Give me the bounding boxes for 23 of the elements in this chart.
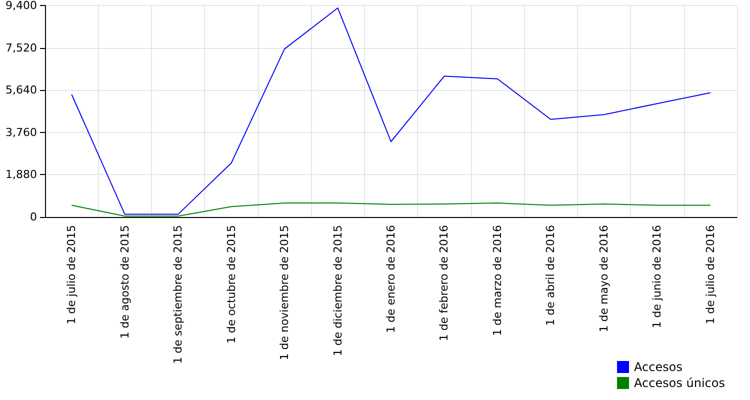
x-tick-label: 1 de agosto de 2015	[118, 225, 132, 339]
line-series	[71, 7, 711, 215]
y-tick-label: 0	[30, 210, 37, 224]
y-tick-label: 1,880	[6, 168, 37, 182]
x-tick-label: 1 de diciembre de 2015	[331, 225, 344, 356]
legend-label: Accesos	[634, 360, 682, 374]
x-tick-label: 1 de abril de 2016	[544, 225, 558, 326]
y-tick-label: 7,520	[6, 41, 37, 54]
y-tick-label: 5,640	[6, 84, 37, 97]
x-tick-label: 1 de julio de 2015	[65, 225, 78, 324]
x-tick-label: 1 de noviembre de 2015	[278, 225, 292, 360]
line-series	[71, 202, 711, 217]
x-tick-label: 1 de julio de 2016	[704, 225, 717, 324]
y-tick-label: 3,760	[6, 126, 37, 139]
x-tick-label: 1 de mayo de 2016	[597, 225, 610, 332]
legend-label: Accesos únicos	[634, 376, 726, 390]
x-tick-label: 1 de marzo de 2016	[490, 225, 504, 336]
x-tick-label: 1 de octubre de 2015	[224, 225, 238, 344]
y-tick-label: 9,400	[6, 0, 37, 12]
x-tick-label: 1 de enero de 2016	[384, 225, 398, 333]
x-tick-label: 1 de septiembre de 2015	[172, 225, 185, 364]
x-tick-label: 1 de junio de 2016	[650, 225, 664, 328]
x-tick-label: 1 de febrero de 2016	[438, 225, 451, 342]
